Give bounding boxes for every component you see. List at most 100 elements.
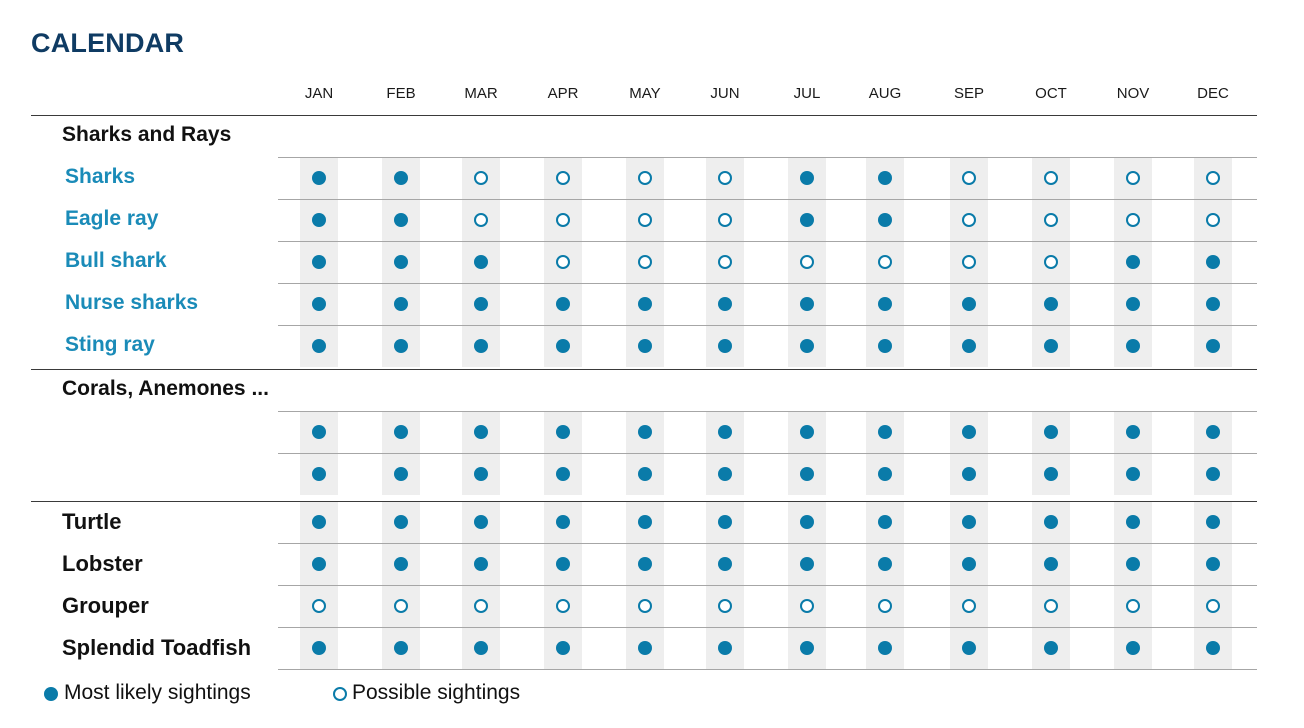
month-header: JAN <box>304 85 334 102</box>
possible-sighting-dot <box>556 599 570 613</box>
likely-sighting-dot <box>718 557 732 571</box>
likely-sighting-dot <box>962 297 976 311</box>
likely-sighting-dot <box>800 557 814 571</box>
likely-sighting-dot <box>962 515 976 529</box>
likely-sighting-dot <box>718 425 732 439</box>
row-divider <box>278 199 1257 200</box>
likely-sighting-dot <box>1126 297 1140 311</box>
likely-sighting-dot <box>962 425 976 439</box>
likely-sighting-dot <box>312 557 326 571</box>
month-header: DEC <box>1197 85 1229 102</box>
likely-sighting-dot <box>556 467 570 481</box>
likely-sighting-dot <box>878 641 892 655</box>
likely-sighting-dot <box>638 641 652 655</box>
likely-sighting-dot <box>312 297 326 311</box>
month-header: OCT <box>1035 85 1067 102</box>
possible-sighting-dot <box>800 599 814 613</box>
likely-sighting-dot <box>1206 297 1220 311</box>
possible-sighting-dot <box>878 599 892 613</box>
month-header: APR <box>547 85 579 102</box>
possible-sighting-dot <box>1044 255 1058 269</box>
likely-sighting-dot <box>556 339 570 353</box>
likely-sighting-dot <box>1126 515 1140 529</box>
possible-sighting-dot <box>474 213 488 227</box>
likely-sighting-dot <box>394 255 408 269</box>
likely-sighting-dot <box>800 171 814 185</box>
likely-sighting-dot <box>1206 467 1220 481</box>
likely-sighting-dot <box>474 255 488 269</box>
likely-sighting-dot <box>1126 557 1140 571</box>
likely-sighting-dot <box>718 339 732 353</box>
legend-likely-label: Most likely sightings <box>64 681 251 704</box>
likely-sighting-dot <box>394 171 408 185</box>
likely-sighting-dot <box>962 557 976 571</box>
species-label: Lobster <box>62 551 143 576</box>
possible-sighting-dot <box>962 171 976 185</box>
possible-sighting-dot <box>1044 213 1058 227</box>
row-divider <box>278 325 1257 326</box>
possible-sighting-dot <box>638 255 652 269</box>
likely-sighting-dot <box>1126 641 1140 655</box>
possible-sighting-dot <box>638 171 652 185</box>
possible-sighting-dot <box>474 599 488 613</box>
section-divider <box>31 369 1257 370</box>
row-divider <box>278 627 1257 628</box>
likely-sighting-dot <box>638 515 652 529</box>
likely-sighting-dot <box>394 641 408 655</box>
likely-sighting-dot <box>638 339 652 353</box>
likely-sighting-dot <box>394 213 408 227</box>
likely-sighting-dot <box>474 339 488 353</box>
likely-sighting-dot <box>718 297 732 311</box>
species-label: Sting ray <box>65 333 155 356</box>
possible-sighting-dot <box>556 255 570 269</box>
likely-sighting-dot <box>312 255 326 269</box>
possible-sighting-dot <box>962 599 976 613</box>
month-header: MAY <box>629 85 661 102</box>
possible-sighting-dot <box>638 599 652 613</box>
possible-sighting-dot <box>1044 171 1058 185</box>
row-divider <box>278 543 1257 544</box>
row-divider <box>278 241 1257 242</box>
likely-sighting-dot <box>800 641 814 655</box>
species-label: Sharks <box>65 165 136 188</box>
likely-sighting-dot <box>474 297 488 311</box>
likely-sighting-dot <box>394 557 408 571</box>
likely-sighting-dot <box>718 641 732 655</box>
possible-sighting-dot <box>718 213 732 227</box>
likely-sighting-dot <box>474 515 488 529</box>
likely-sighting-dot <box>312 467 326 481</box>
possible-sighting-dot <box>556 213 570 227</box>
likely-sighting-dot <box>1126 425 1140 439</box>
section-divider <box>31 501 1257 502</box>
likely-sighting-dot <box>962 641 976 655</box>
possible-sighting-dot <box>718 255 732 269</box>
likely-sighting-dot <box>1126 255 1140 269</box>
likely-sighting-dot <box>474 467 488 481</box>
likely-sighting-dot <box>1044 515 1058 529</box>
row-divider <box>278 453 1257 454</box>
possible-sighting-dot <box>878 255 892 269</box>
likely-sighting-dot <box>638 557 652 571</box>
likely-sighting-dot <box>394 515 408 529</box>
likely-sighting-dot <box>1126 339 1140 353</box>
month-header: NOV <box>1116 85 1150 102</box>
species-label: Nurse sharks <box>65 291 199 314</box>
likely-sighting-dot <box>1206 557 1220 571</box>
row-divider <box>278 411 1257 412</box>
likely-sighting-dot <box>1044 297 1058 311</box>
likely-sighting-dot <box>312 213 326 227</box>
likely-sighting-dot <box>1206 641 1220 655</box>
likely-sighting-dot <box>394 339 408 353</box>
legend-possible-label: Possible sightings <box>352 681 521 704</box>
likely-sighting-dot <box>556 557 570 571</box>
likely-sighting-dot <box>312 515 326 529</box>
species-label: Eagle ray <box>65 207 159 230</box>
row-divider <box>278 157 1257 158</box>
section-divider <box>31 115 1257 116</box>
likely-sighting-dot <box>878 213 892 227</box>
likely-sighting-dot <box>556 425 570 439</box>
month-header: FEB <box>386 85 416 102</box>
likely-sighting-dot <box>962 467 976 481</box>
likely-sighting-dot <box>878 339 892 353</box>
possible-sighting-dot <box>394 599 408 613</box>
